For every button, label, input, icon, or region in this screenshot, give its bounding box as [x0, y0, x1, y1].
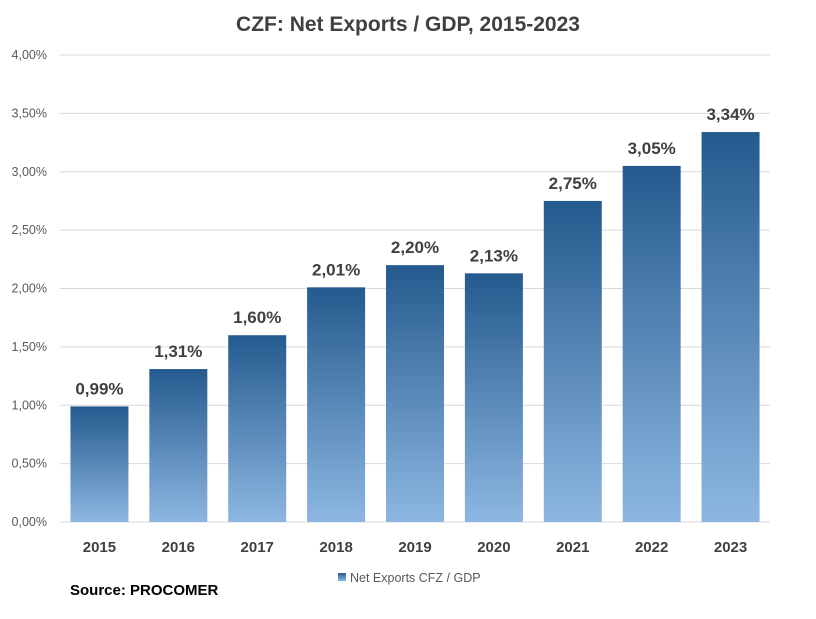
x-axis: 2015 2016 2017 2018 2019 2020 2021 2022 2023	[83, 539, 747, 556]
bar	[701, 132, 760, 522]
y-tick-label: 4,00%	[12, 48, 47, 62]
x-tick-label: 2020	[477, 539, 510, 556]
bar	[149, 369, 208, 522]
legend: Net Exports CFZ / GDP	[338, 571, 481, 585]
bar	[228, 335, 287, 522]
legend-label: Net Exports CFZ / GDP	[350, 571, 481, 585]
x-tick-label: 2019	[398, 539, 431, 556]
y-tick-label: 2,00%	[12, 282, 47, 296]
data-label: 2,20%	[391, 238, 439, 257]
data-label: 1,60%	[233, 308, 281, 327]
bar	[622, 165, 681, 522]
chart-title: CZF: Net Exports / GDP, 2015-2023	[236, 13, 580, 36]
data-labels: 0,99% 1,31% 1,60% 2,01% 2,20% 2,13% 2,75% 3,05%…	[75, 105, 754, 398]
y-axis: 0,00% 0,50% 1,00% 1,50% 2,00% 2,50% 3,00% 3,50%…	[12, 48, 47, 529]
x-tick-label: 2016	[162, 539, 195, 556]
bar	[307, 287, 366, 522]
y-tick-label: 3,50%	[12, 106, 47, 120]
x-tick-label: 2015	[83, 539, 116, 556]
data-label: 3,05%	[628, 139, 676, 158]
x-tick-label: 2022	[635, 539, 668, 556]
y-tick-label: 1,50%	[12, 340, 47, 354]
legend-swatch	[338, 573, 346, 581]
y-tick-label: 2,50%	[12, 223, 47, 237]
x-tick-label: 2023	[714, 539, 747, 556]
bar	[386, 265, 444, 522]
bar	[70, 406, 129, 522]
y-tick-label: 0,50%	[12, 457, 47, 471]
data-label: 1,31%	[154, 342, 202, 361]
data-label: 2,13%	[470, 246, 518, 265]
data-label: 0,99%	[75, 379, 123, 398]
source-note: Source: PROCOMER	[70, 582, 219, 599]
data-label: 3,34%	[706, 105, 754, 124]
bar	[464, 273, 523, 522]
y-tick-label: 1,00%	[12, 398, 47, 412]
y-tick-label: 0,00%	[12, 515, 47, 529]
y-tick-label: 3,00%	[12, 165, 47, 179]
bar	[543, 200, 602, 522]
x-tick-label: 2017	[241, 539, 274, 556]
x-tick-label: 2021	[556, 539, 589, 556]
bars	[70, 132, 760, 522]
data-label: 2,01%	[312, 260, 360, 279]
data-label: 2,75%	[549, 174, 597, 193]
x-tick-label: 2018	[319, 539, 352, 556]
